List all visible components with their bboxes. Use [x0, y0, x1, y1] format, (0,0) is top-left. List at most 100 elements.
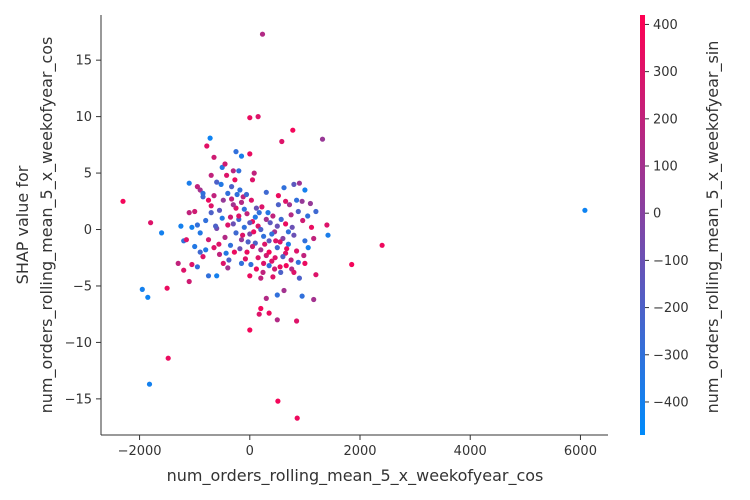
x-tick-label: 4000 [454, 444, 487, 459]
data-point [183, 237, 189, 243]
data-point [197, 230, 203, 236]
data-point [266, 263, 272, 269]
data-point [274, 292, 280, 298]
colorbar-tick-label: −100 [653, 254, 689, 269]
data-point [261, 233, 267, 239]
data-point [278, 269, 284, 275]
x-tick-label: 0 [246, 444, 254, 459]
data-point [296, 180, 302, 186]
data-point [284, 246, 290, 252]
data-point [263, 189, 269, 195]
data-point [270, 213, 276, 219]
data-point [208, 210, 214, 216]
data-point [227, 214, 234, 220]
data-point [194, 184, 200, 190]
data-point [241, 224, 247, 230]
data-point [247, 231, 253, 237]
data-point [283, 263, 289, 269]
data-point [208, 172, 214, 178]
data-point [139, 286, 145, 292]
data-point [247, 151, 253, 157]
data-point [223, 250, 229, 256]
data-point [295, 259, 301, 265]
x-tick-label: 6000 [564, 444, 597, 459]
data-point [146, 381, 153, 387]
data-point [213, 223, 219, 229]
data-point [261, 260, 267, 266]
data-point [247, 327, 253, 333]
data-point [265, 210, 271, 216]
data-point [294, 248, 300, 254]
data-point [175, 260, 181, 266]
data-point [230, 168, 236, 174]
data-point [305, 213, 311, 219]
y-axis-label-line-1: SHAP value for [13, 165, 32, 284]
data-point [283, 221, 289, 227]
data-point [285, 229, 291, 235]
data-point [216, 207, 223, 213]
data-point [289, 224, 295, 230]
y-tick-label: −15 [65, 392, 92, 407]
data-point [204, 143, 210, 149]
data-point [165, 355, 171, 361]
data-point [296, 275, 302, 281]
data-point [263, 216, 269, 222]
data-point [273, 238, 279, 244]
data-point [266, 238, 272, 244]
data-point [266, 249, 272, 255]
data-point [242, 256, 248, 262]
data-point [275, 398, 281, 404]
data-point [225, 190, 231, 196]
data-point [269, 231, 275, 237]
data-point [236, 168, 242, 174]
data-point [211, 154, 217, 160]
data-point [225, 222, 231, 228]
data-point [279, 138, 285, 145]
data-point [186, 278, 192, 285]
data-point [220, 197, 226, 203]
data-point [233, 230, 239, 236]
data-point [227, 242, 234, 248]
data-point [308, 224, 315, 230]
data-point [313, 272, 319, 278]
data-point [230, 202, 236, 208]
data-point [205, 237, 212, 243]
data-point [233, 149, 239, 155]
data-point [211, 245, 217, 251]
data-point [189, 261, 195, 268]
data-point [274, 223, 280, 229]
data-point [238, 237, 245, 243]
data-point [181, 267, 187, 273]
data-point [159, 230, 165, 236]
data-point [319, 136, 326, 142]
data-point [266, 310, 272, 316]
data-point [219, 215, 225, 221]
colorbar-tick-label: −200 [653, 301, 689, 316]
data-point [299, 198, 305, 204]
data-point [238, 153, 245, 159]
data-point [220, 260, 226, 266]
data-point [249, 177, 256, 183]
data-point [200, 254, 206, 260]
data-point [186, 180, 192, 186]
data-point [269, 258, 275, 264]
data-point [379, 242, 385, 248]
data-point [278, 216, 284, 222]
colorbar-tick-label: 200 [653, 112, 678, 127]
data-point [230, 221, 236, 227]
colorbar [640, 15, 645, 435]
data-point [285, 241, 291, 247]
data-point [194, 264, 200, 270]
colorbar-tick-label: 100 [653, 160, 678, 175]
data-point [205, 197, 212, 203]
data-point [231, 249, 237, 255]
data-point [311, 296, 317, 303]
data-point [262, 241, 268, 247]
data-point [258, 305, 264, 312]
data-point [272, 255, 278, 261]
data-point [286, 202, 293, 208]
data-point [218, 181, 224, 187]
data-point [253, 266, 259, 272]
data-point [148, 220, 154, 226]
data-point [236, 213, 242, 219]
